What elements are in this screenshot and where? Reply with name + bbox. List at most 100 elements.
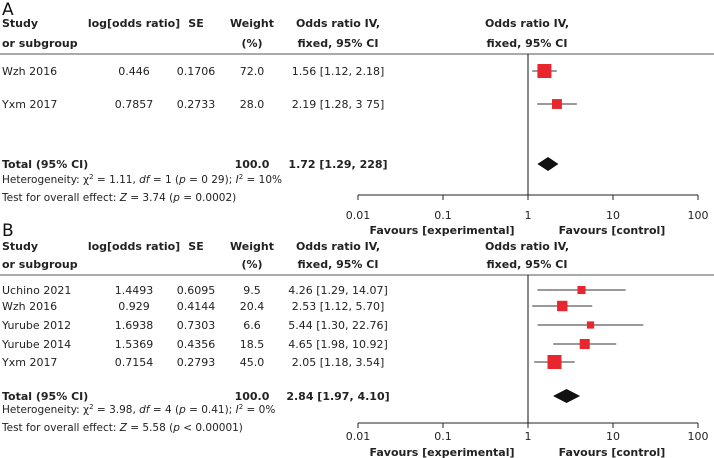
header-plot-sub: fixed, 95% CI	[487, 258, 568, 271]
favours-control-label: Favours [control]	[559, 446, 666, 458]
pooled-effect-diamond	[537, 157, 559, 171]
header-weight: Weight	[230, 17, 274, 30]
header-or-text: Odds ratio IV,	[296, 17, 380, 30]
heterogeneity-text: Heterogeneity: χ2 = 3.98, df = 4 (p = 0.…	[2, 403, 275, 416]
header-study: Study	[2, 17, 38, 30]
study-name: Yurube 2014	[1, 338, 71, 351]
x-axis-tick-label: 0.1	[434, 430, 452, 443]
header-log-or: log[odds ratio]	[88, 240, 180, 253]
x-axis-tick-label: 1	[525, 430, 532, 443]
study-weight: 9.5	[243, 284, 261, 297]
study-name: Yxm 2017	[1, 98, 57, 111]
x-axis-tick-label: 100	[688, 430, 709, 443]
study-effect-box	[552, 99, 562, 109]
study-weight: 6.6	[243, 319, 261, 332]
study-log-or: 1.5369	[115, 338, 154, 351]
x-axis-tick-label: 10	[606, 430, 620, 443]
x-axis-tick-label: 100	[688, 209, 709, 222]
study-se: 0.6095	[177, 284, 216, 297]
header-or-text: Odds ratio IV,	[296, 240, 380, 253]
total-label: Total (95% CI)	[2, 158, 88, 171]
study-se: 0.1706	[177, 65, 216, 78]
study-row: Uchino 2021 1.4493 0.6095 9.5 4.26 [1.29, 14…	[2, 284, 626, 297]
header-plot-sub: fixed, 95% CI	[487, 37, 568, 50]
study-effect-box	[577, 285, 586, 295]
study-ci-text: 2.19 [1.28, 3 75]	[292, 98, 385, 111]
study-se: 0.2733	[177, 98, 216, 111]
pooled-effect-diamond	[553, 389, 581, 403]
header-or-text-sub: fixed, 95% CI	[298, 258, 379, 271]
study-weight: 28.0	[240, 98, 265, 111]
study-effect-box	[557, 300, 568, 312]
study-ci-text: 5.44 [1.30, 22.76]	[288, 319, 388, 332]
header-log-or: log[odds ratio]	[88, 17, 180, 30]
study-row: Wzh 2016 0.446 0.1706 72.0 1.56 [1.12, 2.18]	[2, 64, 557, 78]
total-ci-text: 1.72 [1.29, 228]	[288, 158, 387, 171]
overall-effect-text: Test for overall effect: Z = 5.58 (p < 0…	[1, 422, 243, 434]
study-name: Uchino 2021	[2, 284, 71, 297]
total-label: Total (95% CI)	[2, 390, 88, 403]
study-ci-text: 2.05 [1.18, 3.54]	[292, 356, 385, 369]
study-ci-text: 2.53 [1.12, 5.70]	[292, 300, 385, 313]
study-ci-text: 1.56 [1.12, 2.18]	[292, 65, 385, 78]
study-weight: 45.0	[240, 356, 265, 369]
x-axis-tick-label: 0.01	[346, 430, 371, 443]
study-log-or: 0.446	[118, 65, 150, 78]
study-effect-box	[547, 355, 562, 369]
study-name: Wzh 2016	[2, 300, 57, 313]
study-se: 0.4144	[177, 300, 216, 313]
study-ci-text: 4.65 [1.98, 10.92]	[288, 338, 388, 351]
total-row: Total (95% CI) 100.0 2.84 [1.97, 4.10]	[2, 389, 581, 403]
header-or-text-sub: fixed, 95% CI	[298, 37, 379, 50]
panel-label: A	[2, 0, 14, 20]
study-se: 0.4356	[177, 338, 216, 351]
study-ci-text: 4.26 [1.29, 14.07]	[288, 284, 388, 297]
total-row: Total (95% CI) 100.0 1.72 [1.29, 228]	[2, 157, 559, 171]
study-row: Yurube 2014 1.5369 0.4356 18.5 4.65 [1.98, 1…	[1, 338, 617, 351]
study-row: Yxm 2017 0.7857 0.2733 28.0 2.19 [1.28, 3 75…	[1, 98, 577, 111]
header-weight-unit: (%)	[241, 37, 262, 50]
favours-experimental-label: Favours [experimental]	[370, 224, 515, 237]
header-study-sub: or subgroup	[2, 37, 78, 50]
study-log-or: 1.4493	[115, 284, 154, 297]
header-weight-unit: (%)	[241, 258, 262, 271]
total-weight: 100.0	[235, 390, 270, 403]
study-log-or: 1.6938	[115, 319, 154, 332]
total-ci-text: 2.84 [1.97, 4.10]	[286, 390, 389, 403]
header-study-sub: or subgroup	[2, 258, 78, 271]
study-effect-box	[586, 321, 595, 329]
study-weight: 20.4	[240, 300, 265, 313]
study-se: 0.2793	[177, 356, 216, 369]
study-row: Wzh 2016 0.929 0.4144 20.4 2.53 [1.12, 5.70]	[2, 300, 593, 313]
header-se: SE	[188, 240, 203, 253]
total-weight: 100.0	[235, 158, 270, 171]
study-log-or: 0.929	[118, 300, 150, 313]
study-log-or: 0.7154	[115, 356, 154, 369]
header-weight: Weight	[230, 240, 274, 253]
heterogeneity-text: Heterogeneity: χ2 = 1.11, df = 1 (p = 0 …	[2, 173, 282, 186]
overall-effect-text: Test for overall effect: Z = 3.74 (p = 0…	[1, 192, 236, 204]
study-weight: 72.0	[240, 65, 265, 78]
study-name: Yurube 2012	[1, 319, 71, 332]
header-plot: Odds ratio IV,	[485, 240, 569, 253]
study-row: Yxm 2017 0.7154 0.2793 45.0 2.05 [1.18, 3.54…	[1, 355, 575, 369]
x-axis-tick-label: 0.01	[346, 209, 371, 222]
study-name: Wzh 2016	[2, 65, 57, 78]
x-axis-tick-label: 1	[525, 209, 532, 222]
study-log-or: 0.7857	[115, 98, 154, 111]
study-effect-box	[537, 64, 552, 78]
favours-control-label: Favours [control]	[559, 224, 666, 237]
header-study: Study	[2, 240, 38, 253]
header-se: SE	[188, 17, 203, 30]
study-weight: 18.5	[240, 338, 265, 351]
header-plot: Odds ratio IV,	[485, 17, 569, 30]
study-effect-box	[579, 338, 590, 350]
x-axis-tick-label: 10	[606, 209, 620, 222]
study-se: 0.7303	[177, 319, 216, 332]
panel-label: B	[2, 221, 14, 241]
study-row: Yurube 2012 1.6938 0.7303 6.6 5.44 [1.30, 22…	[1, 319, 644, 332]
x-axis-tick-label: 0.1	[434, 209, 452, 222]
